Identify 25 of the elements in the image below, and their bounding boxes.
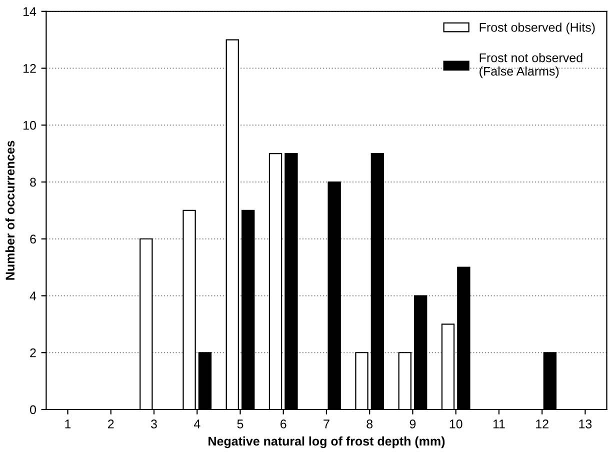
x-tick-label: 9	[410, 420, 416, 428]
legend-label: Frost not observed (False Alarms)	[480, 53, 582, 78]
y-tick-label: 4	[30, 292, 36, 300]
legend-label: Frost observed (Hits)	[480, 22, 595, 34]
x-tick-label: 8	[366, 420, 373, 428]
x-tick-label: 5	[237, 420, 244, 428]
x-tick-label: 13	[579, 420, 592, 428]
y-tick-label: 0	[30, 405, 36, 414]
x-tick-label: 3	[151, 420, 157, 428]
x-tick-label: 6	[280, 420, 286, 428]
x-axis-title: Negative natural log of frost depth (mm)	[208, 436, 445, 448]
y-axis-title: Number of occurrences	[5, 140, 15, 280]
x-tick-label: 10	[450, 420, 462, 428]
y-tick-label: 14	[24, 7, 36, 16]
y-tick-label: 10	[24, 120, 36, 130]
x-tick-label: 7	[324, 420, 330, 428]
x-tick-label: 12	[536, 420, 548, 428]
y-tick-label: 12	[24, 64, 36, 73]
x-tick-label: 1	[65, 420, 71, 428]
y-tick-label: 6	[30, 234, 36, 244]
x-tick-label: 4	[194, 420, 200, 428]
y-tick-label: 8	[30, 178, 36, 187]
x-tick-label: 2	[108, 420, 114, 428]
y-tick-label: 2	[30, 348, 36, 358]
x-tick-label: 11	[493, 420, 505, 428]
